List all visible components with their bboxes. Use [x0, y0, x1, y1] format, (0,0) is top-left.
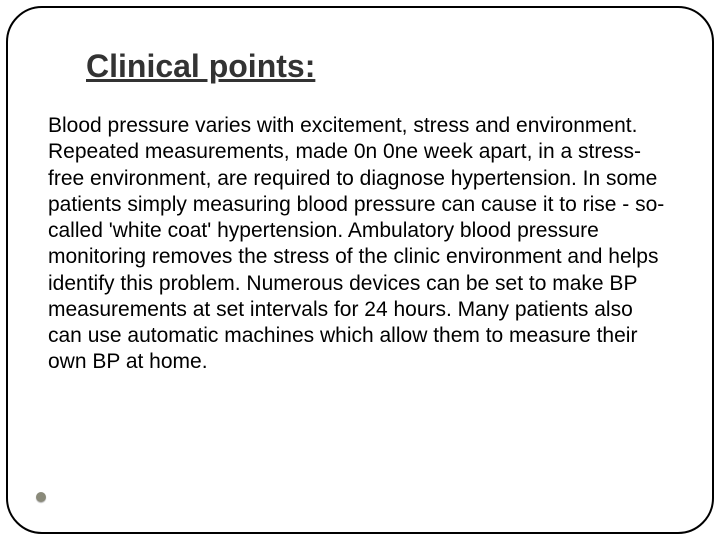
bullet-icon	[36, 492, 46, 502]
slide-body-text: Blood pressure varies with excitement, s…	[48, 113, 672, 376]
slide-title: Clinical points:	[86, 48, 672, 85]
slide-frame: Clinical points: Blood pressure varies w…	[6, 6, 714, 534]
